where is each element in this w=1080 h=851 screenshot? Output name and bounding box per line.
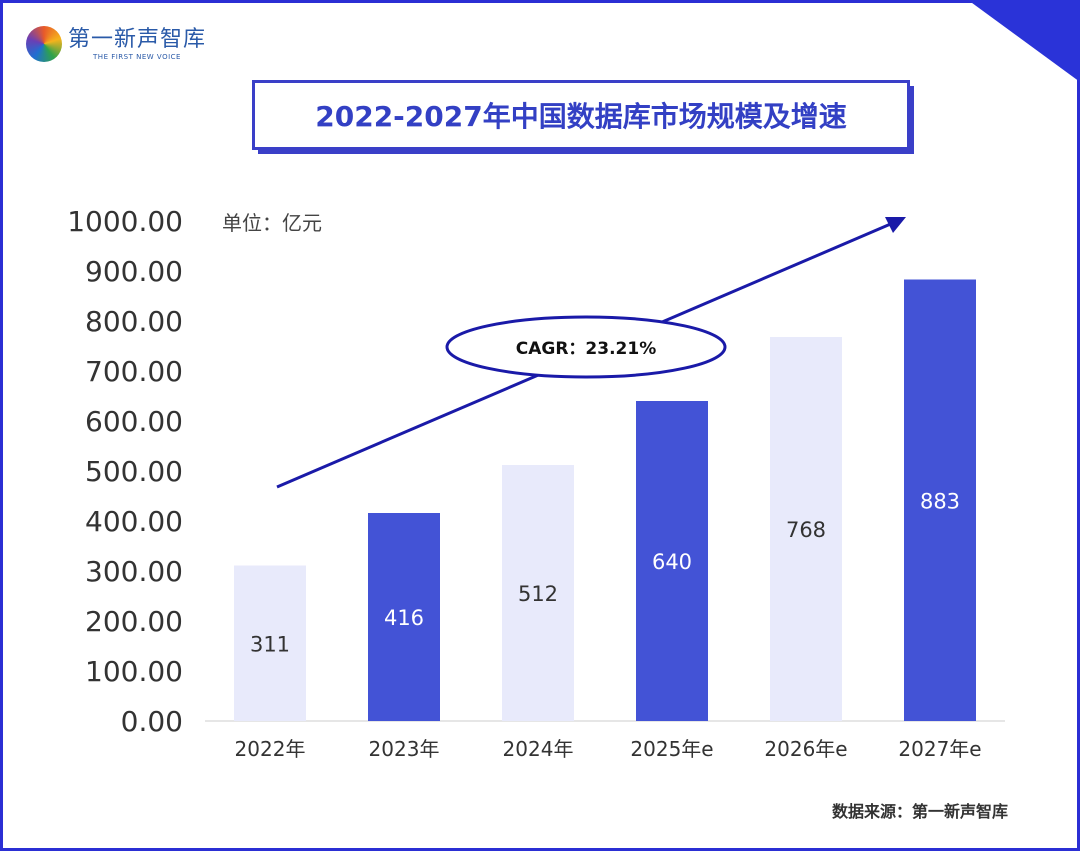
bar-value-label: 416: [384, 606, 424, 630]
y-tick-label: 200.00: [85, 605, 183, 638]
x-tick-label: 2023年: [369, 737, 440, 761]
x-tick-label: 2024年: [503, 737, 574, 761]
y-tick-label: 300.00: [85, 555, 183, 588]
bar: [636, 401, 708, 721]
brand-logo: 第一新声智库 THE FIRST NEW VOICE: [26, 26, 206, 62]
bar-value-label: 311: [250, 632, 290, 656]
bar: [368, 513, 440, 721]
arrow-head-icon: [885, 217, 906, 233]
bar-value-label: 768: [786, 518, 826, 542]
y-tick-label: 600.00: [85, 405, 183, 438]
bar: [234, 565, 306, 721]
cagr-annotation: CAGR：23.21%: [516, 339, 656, 359]
bar-value-label: 883: [920, 489, 960, 513]
source-note: 数据来源：第一新声智库: [831, 802, 1008, 821]
bar: [502, 465, 574, 721]
brand-name: 第一新声智库: [68, 27, 207, 52]
y-tick-label: 1000.00: [67, 205, 183, 238]
cagr-ellipse: [445, 315, 727, 379]
y-tick-label: 100.00: [85, 655, 183, 688]
x-tick-label: 2025年e: [630, 737, 713, 761]
y-tick-label: 900.00: [85, 255, 183, 288]
y-tick-label: 500.00: [85, 455, 183, 488]
bar-value-label: 640: [652, 550, 692, 574]
chart-title: 2022-2027年中国数据库市场规模及增速: [252, 80, 910, 150]
y-tick-label: 800.00: [85, 305, 183, 338]
unit-label: 单位：亿元: [222, 211, 322, 235]
x-tick-label: 2027年e: [898, 737, 981, 761]
x-tick-label: 2026年e: [764, 737, 847, 761]
y-tick-label: 700.00: [85, 355, 183, 388]
x-tick-label: 2022年: [235, 737, 306, 761]
brand-tagline: THE FIRST NEW VOICE: [93, 53, 181, 61]
bar: [770, 337, 842, 721]
bar-value-label: 512: [518, 582, 558, 606]
bar: [904, 279, 976, 721]
y-tick-label: 0.00: [121, 705, 183, 738]
corner-decoration: [968, 0, 1080, 82]
logo-icon: [26, 26, 62, 62]
y-tick-label: 400.00: [85, 505, 183, 538]
